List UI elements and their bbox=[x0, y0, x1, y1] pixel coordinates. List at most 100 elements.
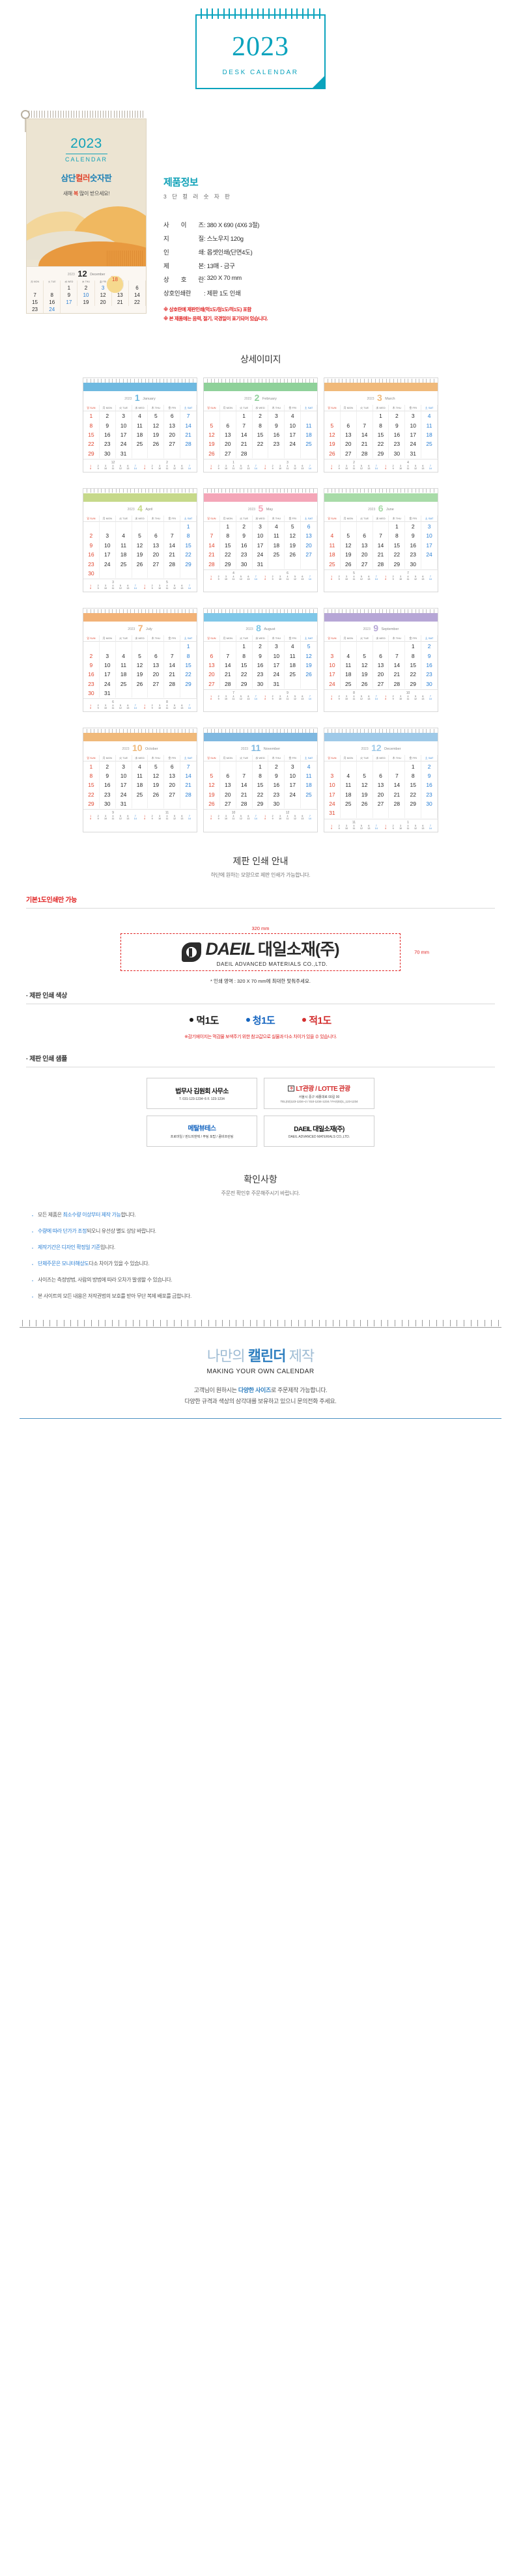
dow-header: 水 WED bbox=[373, 755, 389, 762]
calendar-day: 19 bbox=[357, 789, 373, 799]
calendar-day: 29 bbox=[405, 799, 422, 809]
mini-day: 12 bbox=[173, 467, 176, 470]
mini-month-block: 3 1 2 3 4 5 6 7 8 9 10 11 12 13 14 bbox=[262, 461, 314, 470]
mini-day: 2 bbox=[338, 824, 340, 827]
calendar-day: 5 bbox=[148, 411, 165, 421]
month-card[interactable]: 2023 9 September 일 SUN 月 MON 火 TUE 水 WED 木 T… bbox=[324, 608, 438, 713]
calendar-day bbox=[83, 521, 100, 532]
plate-height-label: 70 mm bbox=[414, 949, 429, 955]
footer-kr-post: 제작 bbox=[285, 1347, 315, 1364]
calendar-day: 11 bbox=[116, 660, 132, 670]
calendar-day: 12 bbox=[132, 660, 148, 670]
month-card[interactable]: 2023 1 January 일 SUN 月 MON 火 TUE 水 WED 木 THU… bbox=[83, 377, 197, 473]
mini-month-block: 8 1 2 3 4 5 6 7 8 9 10 11 12 13 14 bbox=[141, 700, 193, 709]
calendar-day bbox=[180, 448, 197, 458]
spiral-tick bbox=[422, 1320, 423, 1327]
calendar-day: 30 bbox=[389, 448, 406, 458]
dow-header: 木 THU bbox=[148, 515, 165, 522]
print-color-option[interactable]: 적1도 bbox=[302, 1013, 331, 1027]
print-color-option[interactable]: 먹1도 bbox=[190, 1013, 219, 1027]
dow-header: 土 SAT bbox=[421, 515, 438, 522]
print-sample-card[interactable]: 메탈뷰테스 프로마일 / 핀드피앤텍 / 푸팅 포탑 / 콤비프린팅 bbox=[147, 1115, 257, 1147]
calendar-day: 5 bbox=[357, 771, 373, 781]
print-sample-card[interactable]: 법무사 김원회 사무소 T. 031-123-1234~5 F. 123-123… bbox=[147, 1077, 257, 1109]
dow-header: 金 FRI bbox=[405, 755, 422, 762]
month-name-en: July bbox=[146, 627, 152, 632]
confirmation-section: 확인사항 주문전 확인후 주문해주시기 바랍니다. 모든 제품은 최소수량 이상… bbox=[0, 1153, 521, 1302]
calendar-day: 6 bbox=[164, 411, 181, 421]
calendar-day: 7 bbox=[220, 651, 236, 661]
spiral-tick bbox=[84, 1320, 85, 1327]
dow-header: 土 SAT bbox=[301, 635, 317, 642]
month-card[interactable]: 2023 5 May 일 SUN 月 MON 火 TUE 水 WED 木 THU 金 FR… bbox=[203, 487, 318, 593]
month-name-en: April bbox=[145, 507, 153, 512]
print-sample-card[interactable]: 주 LT관광 / LOTTE 관광 서울시 중구 세종대로 00길 00 TEL)… bbox=[264, 1077, 374, 1109]
dow-header: 金 FRI bbox=[285, 635, 302, 642]
mini-day: 8 bbox=[144, 587, 146, 590]
spiral-tick bbox=[251, 8, 253, 19]
calendar-day: 12 bbox=[204, 780, 220, 790]
mini-day: 1 bbox=[144, 464, 146, 467]
mini-day: 10 bbox=[345, 827, 348, 830]
spec-value: : 320 X 70 mm bbox=[204, 275, 242, 282]
calendar-day: 10 bbox=[421, 531, 438, 541]
calendar-day bbox=[341, 521, 357, 532]
adjacent-months: 5 1 2 3 4 5 6 7 8 9 10 11 12 13 14 7 1 2 3 4 5 6 7 8 9 10 11 12 13 14 bbox=[324, 569, 438, 581]
confirm-title: 확인사항 bbox=[244, 1173, 277, 1185]
adjacent-months: 6 1 2 3 4 5 6 7 8 9 10 11 12 13 14 8 1 2 3 4 5 6 7 8 9 10 11 12 13 14 bbox=[83, 698, 197, 709]
mini-day: 7 bbox=[134, 584, 136, 588]
month-card[interactable]: 2023 11 November 일 SUN 月 MON 火 TUE 水 WED 木 T… bbox=[203, 728, 318, 832]
calendar-day bbox=[164, 568, 181, 579]
calendar-day: 6 bbox=[148, 651, 165, 661]
calendar-day: 19 bbox=[341, 550, 357, 560]
calendar-day: 7 bbox=[164, 651, 181, 661]
calendar-day: 10 bbox=[324, 660, 341, 670]
month-card[interactable]: 2023 4 April 일 SUN 月 MON 火 TUE 水 WED 木 THU 金 … bbox=[83, 487, 197, 593]
mini-day: 13 bbox=[126, 817, 130, 821]
month-card[interactable]: 2023 12 December 일 SUN 月 MON 火 TUE 水 WED 木 T… bbox=[324, 728, 438, 832]
mini-day: 11 bbox=[352, 698, 356, 700]
calendar-day: 9 bbox=[236, 531, 253, 541]
dow-header: 金 FRI bbox=[164, 515, 181, 522]
mini-day: 5 bbox=[414, 695, 416, 698]
calendar-day: 5 bbox=[132, 651, 148, 661]
month-card[interactable]: 2023 6 June 일 SUN 月 MON 火 TUE 水 WED 木 THU 金 F… bbox=[324, 487, 438, 593]
print-sample-card[interactable]: DAEIL 대일소재(주) DAEIL ADVANCED MATERIALS C… bbox=[264, 1115, 374, 1147]
calendar-day bbox=[301, 799, 317, 809]
spiral-tick bbox=[119, 111, 120, 118]
mini-day: 3 bbox=[279, 464, 281, 467]
month-color-band bbox=[204, 613, 317, 622]
month-card[interactable]: 2023 2 February 일 SUN 月 MON 火 TUE 水 WED 木 TH… bbox=[203, 377, 318, 473]
mini-day: 1 bbox=[90, 464, 92, 467]
month-card[interactable]: 2023 10 October 일 SUN 月 MON 火 TUE 水 WED 木 TH… bbox=[83, 728, 197, 832]
calendar-day: 18 bbox=[301, 780, 317, 790]
dow-header: 金 FRI bbox=[405, 635, 422, 642]
dow-header: 月 MON bbox=[99, 635, 116, 642]
spiral-tick bbox=[49, 1320, 51, 1327]
dow-header: 火 TUE bbox=[356, 405, 373, 411]
print-color-option[interactable]: 청1도 bbox=[246, 1013, 275, 1027]
calendar-day: 16 bbox=[268, 780, 285, 790]
spiral-tick bbox=[160, 1320, 161, 1327]
calendar-day bbox=[164, 642, 181, 651]
calendar-day: 30 bbox=[421, 799, 438, 809]
calendar-product-image: 2023 CALENDAR 삼단컬러숫자판 새해 복 많이 받으세요! 2023… bbox=[21, 110, 147, 324]
calendar-day: 22 bbox=[180, 670, 197, 679]
calendar-day: 21 bbox=[220, 670, 236, 679]
month-grid: 일 SUN 月 MON 火 TUE 水 WED 木 THU 金 FRI 土 SAT 1 2 3 4 5… bbox=[204, 405, 317, 458]
month-card[interactable]: 2023 8 August 일 SUN 月 MON 火 TUE 水 WED 木 THU 金… bbox=[203, 608, 318, 713]
calendar-day: 15 bbox=[220, 540, 236, 550]
mini-day: 4 bbox=[353, 464, 355, 467]
calendar-day bbox=[389, 642, 406, 651]
dow-header: 火 TUE bbox=[115, 635, 132, 642]
calendar-day: 16 bbox=[389, 430, 406, 440]
mini-month-block: 2 1 2 3 4 5 6 7 8 9 10 11 12 13 14 bbox=[141, 461, 193, 470]
month-card[interactable]: 2023 3 March 일 SUN 月 MON 火 TUE 水 WED 木 THU 金 … bbox=[324, 377, 438, 473]
month-header: 2023 4 April bbox=[83, 502, 197, 515]
dow-header: 일 SUN bbox=[324, 755, 341, 762]
mini-day: 4 bbox=[287, 815, 289, 818]
month-card[interactable]: 2023 7 July 일 SUN 月 MON 火 TUE 水 WED 木 THU 金 F… bbox=[83, 608, 197, 713]
mini-day: 9 bbox=[151, 707, 153, 710]
month-year: 2023 bbox=[361, 747, 369, 752]
